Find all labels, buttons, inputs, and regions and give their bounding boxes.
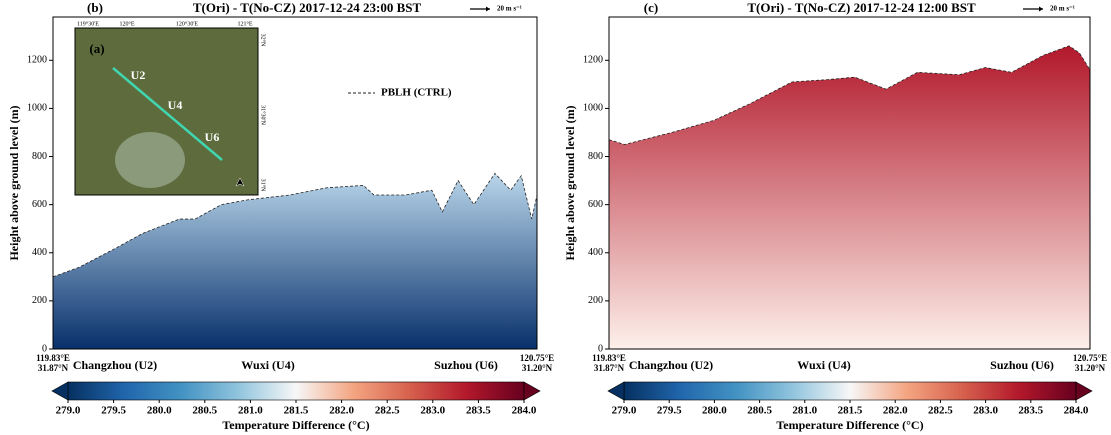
colorbar-tick-label: 284.0 (1064, 405, 1089, 417)
pblh-line (608, 45, 1091, 145)
colorbar-tick-label: 280.0 (702, 405, 727, 417)
panel-label: (b) (87, 0, 103, 15)
colorbar (67, 381, 525, 401)
place-label: Changzhou (U2) (73, 358, 157, 372)
y-tick-label: 200 (32, 295, 47, 306)
x-end-label: 31.20°N (1075, 363, 1106, 373)
plot-frame (608, 16, 1091, 350)
place-label: Wuxi (U4) (241, 358, 294, 372)
y-tick-label: 400 (32, 247, 47, 258)
chart-title: T(Ori) - T(No-CZ) 2017-12-24 23:00 BST (193, 0, 422, 15)
inset-lon: 120°30'E (176, 20, 198, 27)
north-arrow (235, 177, 245, 187)
colorbar-tick-label: 281.5 (838, 405, 863, 417)
pblh-line (52, 172, 538, 278)
y-tick-label: 1200 (27, 55, 47, 66)
y-tick-label: 1200 (583, 55, 603, 66)
place-label: Wuxi (U4) (797, 358, 850, 372)
inset-lake (115, 132, 185, 188)
inset-lon: 120°E (119, 20, 134, 27)
colorbar-tick-label: 280.0 (147, 405, 172, 417)
y-tick-label: 0 (42, 343, 47, 354)
place-label: Suzhou (U6) (990, 358, 1054, 372)
colorbar-tick-label: 281.5 (284, 405, 309, 417)
place-label: Changzhou (U2) (629, 358, 713, 372)
y-axis-label: Height above ground level (m) (7, 105, 21, 260)
colorbar-label: Temperature Difference (°C) (222, 418, 369, 432)
colorbar-tick-label: 280.5 (747, 405, 772, 417)
inset-lon: 119°30'E (77, 20, 99, 27)
colorbar-extend (523, 381, 541, 401)
inset-site: U2 (131, 68, 146, 82)
legend-label: PBLH (CTRL) (381, 87, 452, 99)
colorbar-tick-label: 281.0 (792, 405, 817, 417)
x-end-label: 120.75°E (520, 353, 554, 363)
x-end-label: 31.20°N (522, 363, 553, 373)
panel-label: (c) (644, 0, 658, 15)
colorbar-tick-label: 282.0 (883, 405, 908, 417)
inset-site: U6 (205, 130, 220, 144)
y-tick-label: 400 (588, 247, 603, 258)
colorbar-tick-label: 281.0 (238, 405, 263, 417)
y-tick-label: 600 (32, 199, 47, 210)
colorbar (623, 381, 1077, 401)
colorbar-tick-label: 283.0 (420, 405, 445, 417)
ref-arrow-head (1039, 6, 1043, 12)
colorbar-tick-label: 279.5 (657, 405, 682, 417)
colorbar-tick-label: 279.5 (101, 405, 126, 417)
colorbar-tick-label: 283.0 (973, 405, 998, 417)
y-axis-label: Height above ground level (m) (563, 105, 577, 260)
y-tick-label: 1000 (583, 103, 603, 114)
y-tick-label: 800 (588, 151, 603, 162)
colorbar-tick-label: 284.0 (512, 405, 537, 417)
ref-arrow-label: 20 m s⁻¹ (1050, 5, 1075, 13)
colorbar-tick-label: 279.0 (612, 405, 637, 417)
x-end-label: 31.87°N (38, 363, 69, 373)
place-label: Suzhou (U6) (434, 358, 498, 372)
ref-arrow-head (486, 6, 490, 12)
plot-frame (52, 16, 538, 350)
y-tick-label: 600 (588, 199, 603, 210)
y-tick-label: 1000 (27, 103, 47, 114)
colorbar-extend (607, 381, 625, 401)
ref-arrow-label: 20 m s⁻¹ (497, 5, 522, 13)
colorbar-tick-label: 283.5 (1018, 405, 1043, 417)
colorbar-tick-label: 282.0 (329, 405, 354, 417)
inset-site: U4 (168, 98, 183, 112)
colorbar-label: Temperature Difference (°C) (776, 418, 923, 432)
chart-title: T(Ori) - T(No-CZ) 2017-12-24 12:00 BST (747, 0, 976, 15)
y-tick-label: 0 (598, 343, 603, 354)
inset-lon: 121°E (237, 20, 252, 27)
colorbar-tick-label: 282.5 (375, 405, 400, 417)
inset-transect (112, 67, 223, 161)
inset-label: (a) (89, 41, 104, 56)
x-end-label: 119.83°E (592, 353, 626, 363)
colorbar-tick-label: 279.0 (56, 405, 81, 417)
pblh-area (53, 173, 537, 349)
inset-lat: 32°N (260, 34, 267, 47)
colorbar-tick-label: 283.5 (466, 405, 491, 417)
y-tick-label: 200 (588, 295, 603, 306)
x-end-label: 31.87°N (594, 363, 625, 373)
x-end-label: 119.83°E (36, 353, 70, 363)
pblh-area (609, 45, 1090, 349)
colorbar-extend (1075, 381, 1093, 401)
inset-lat: 31°N (260, 179, 267, 192)
colorbar-extend (51, 381, 69, 401)
y-tick-label: 800 (32, 151, 47, 162)
x-end-label: 120.75°E (1073, 353, 1107, 363)
inset-lat: 31°30'N (260, 105, 267, 125)
colorbar-tick-label: 280.5 (192, 405, 217, 417)
colorbar-tick-label: 282.5 (928, 405, 953, 417)
